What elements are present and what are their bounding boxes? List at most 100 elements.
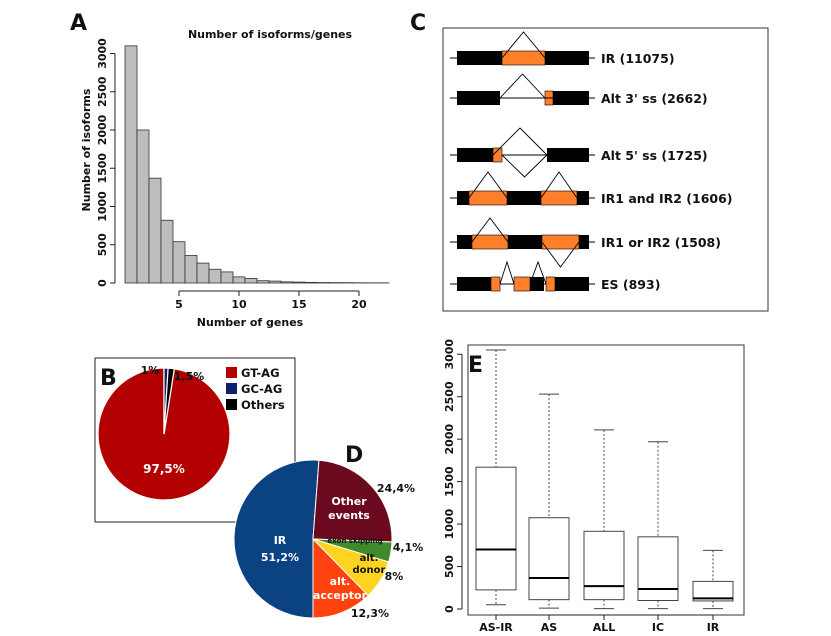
events-frame bbox=[442, 27, 769, 312]
event-label: IR1 or IR2 (1508) bbox=[601, 235, 721, 250]
boxplot-y-tick-label: 2000 bbox=[443, 424, 456, 455]
boxplot-box-group bbox=[692, 549, 734, 610]
histogram-bar bbox=[208, 268, 222, 284]
histogram-x-tick-label: 10 bbox=[231, 298, 247, 311]
boxplot-x-tick-label: IR bbox=[707, 621, 720, 634]
histogram-bar bbox=[124, 45, 138, 284]
splice-junction-line bbox=[541, 241, 580, 268]
histogram-y-tick-label: 500 bbox=[96, 233, 109, 256]
histogram-bar bbox=[172, 241, 186, 284]
boxplot-y-tick-label: 1000 bbox=[443, 508, 456, 539]
splice-junction-line bbox=[499, 73, 546, 99]
boxplot-box-group bbox=[583, 429, 625, 610]
histogram-x-tick-label: 15 bbox=[291, 298, 306, 311]
boxplot-y-tick-label: 1500 bbox=[443, 466, 456, 497]
pie-d-label: events bbox=[328, 509, 370, 522]
histogram-x-tick-label: 5 bbox=[175, 298, 183, 311]
histogram-y-tick-label: 3000 bbox=[96, 38, 109, 69]
boxplot-x-tick-label: AS bbox=[541, 621, 558, 634]
pie-b-label: 1% bbox=[141, 364, 160, 377]
retained-intron-block bbox=[513, 276, 531, 292]
pie-b-legend-swatch bbox=[226, 367, 237, 378]
histogram-y-tick-label: 2000 bbox=[96, 114, 109, 145]
boxplot-y-tick-label: 2500 bbox=[443, 381, 456, 412]
splice-junction-line bbox=[471, 217, 509, 243]
panel-label-c: C bbox=[410, 11, 426, 36]
exon-block bbox=[545, 51, 589, 65]
histogram-bar bbox=[232, 276, 246, 284]
pie-d-label: alt. bbox=[330, 575, 351, 588]
pie-d-value: 4,1% bbox=[393, 541, 424, 554]
pie-d-label: exon skipping bbox=[327, 537, 382, 545]
event-label: Alt 3' ss (2662) bbox=[601, 91, 708, 106]
splice-junction-line bbox=[492, 127, 548, 156]
splice-junction-line bbox=[501, 31, 546, 59]
boxplot-y-tick-label: 3000 bbox=[443, 339, 456, 370]
boxplot-box-group bbox=[528, 393, 570, 609]
event-row: IR (11075) bbox=[450, 31, 675, 66]
pie-b-legend-label: GT-AG bbox=[241, 366, 280, 380]
pie-d-label: acceptor bbox=[313, 589, 368, 602]
pie-d-label: donor bbox=[353, 565, 386, 576]
histogram-bar bbox=[196, 262, 210, 284]
boxplot-box bbox=[528, 517, 570, 601]
histogram-bar bbox=[292, 281, 306, 284]
boxplot-x-tick-label: ALL bbox=[593, 621, 616, 634]
pie-d-slice bbox=[312, 537, 369, 619]
histogram-bar bbox=[220, 271, 234, 284]
retained-intron-block bbox=[468, 190, 508, 206]
pie-d-value: 8% bbox=[385, 570, 404, 583]
splice-junction-line bbox=[529, 260, 547, 285]
exon-block bbox=[507, 191, 541, 205]
exon-block bbox=[577, 191, 589, 205]
boxplot-x-tick-label: AS-IR bbox=[479, 621, 513, 634]
histogram-panel: Number of isoforms/genes Number of genes… bbox=[80, 28, 390, 329]
exon-block bbox=[457, 51, 502, 65]
histogram-y-tick-label: 0 bbox=[96, 279, 109, 287]
histogram-bar bbox=[256, 280, 270, 284]
histogram-bar bbox=[148, 177, 162, 284]
boxplot-box-group bbox=[637, 441, 679, 610]
exon-block bbox=[508, 235, 542, 249]
boxplot-box-group bbox=[475, 349, 517, 606]
pie-b-legend-swatch bbox=[226, 399, 237, 410]
exon-block bbox=[579, 235, 589, 249]
histogram-bar bbox=[268, 280, 282, 284]
event-label: Alt 5' ss (1725) bbox=[601, 148, 708, 163]
pie-d-value: 24,4% bbox=[377, 482, 415, 495]
pie-d-label: IR bbox=[274, 534, 287, 547]
panel-label-e: E bbox=[468, 353, 483, 378]
splice-junction-line bbox=[540, 171, 578, 199]
histogram-bar bbox=[184, 255, 198, 284]
exon-block bbox=[553, 91, 589, 105]
boxplot-panel: AS-IR AS ALL IC IR 0 500 1000 1500 2000 2500 3000 bbox=[443, 339, 745, 634]
histogram-x-tick-label: 20 bbox=[351, 298, 367, 311]
pie-d-label: Other bbox=[331, 495, 367, 508]
boxplot-y-tick-label: 0 bbox=[443, 605, 456, 613]
pie-b-frame bbox=[94, 357, 296, 523]
boxplot-box bbox=[692, 580, 734, 602]
histogram-y-label: Number of isoforms bbox=[80, 88, 93, 211]
histogram-x-label: Number of genes bbox=[197, 316, 304, 329]
pie-b-legend-label: Others bbox=[241, 398, 285, 412]
retained-intron-block bbox=[490, 276, 501, 292]
histogram-bar bbox=[136, 129, 150, 284]
retained-intron-block bbox=[501, 50, 546, 66]
exon-block bbox=[457, 148, 493, 162]
boxplot-x-tick-label: IC bbox=[652, 621, 664, 634]
pie-d-slice bbox=[233, 459, 320, 619]
event-row: IR1 or IR2 (1508) bbox=[450, 217, 721, 268]
boxplot-y-tick-label: 500 bbox=[443, 555, 456, 578]
splice-junction-line bbox=[468, 171, 508, 199]
exon-block bbox=[457, 191, 469, 205]
histogram-bar bbox=[280, 281, 294, 284]
histogram-bar bbox=[160, 219, 174, 284]
pie-b-label: 97,5% bbox=[143, 462, 185, 476]
pie-b-slice bbox=[163, 367, 176, 435]
event-row: Alt 5' ss (1725) bbox=[450, 127, 708, 178]
histogram-title: Number of isoforms/genes bbox=[188, 28, 353, 41]
event-label: IR1 and IR2 (1606) bbox=[601, 191, 733, 206]
event-row: Alt 3' ss (2662) bbox=[450, 73, 708, 106]
